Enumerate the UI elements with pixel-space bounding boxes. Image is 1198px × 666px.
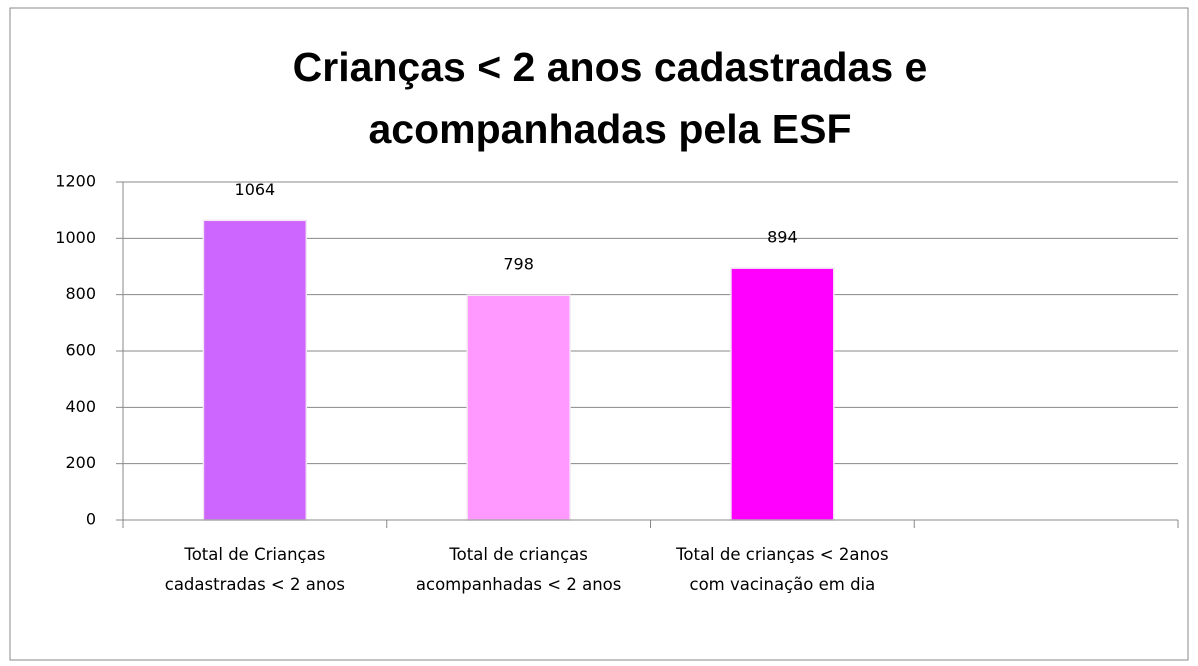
bar	[466, 294, 571, 521]
bar	[202, 219, 308, 521]
y-tick-label: 1200	[55, 172, 96, 191]
y-tick-label: 1000	[55, 228, 96, 247]
data-label: 894	[767, 228, 798, 247]
y-tick-label: 600	[65, 341, 96, 360]
y-tick-label: 800	[65, 284, 96, 303]
chart-border	[9, 7, 1189, 661]
y-tick-label: 0	[86, 510, 96, 529]
y-tick-label: 200	[65, 453, 96, 472]
bar	[730, 267, 835, 521]
x-tick-label: Total de Crianças cadastradas < 2 anos	[164, 545, 345, 594]
data-label: 1064	[235, 180, 276, 199]
x-tick-label: Total de crianças < 2anos com vacinação …	[676, 545, 889, 594]
data-label: 798	[503, 255, 534, 274]
x-tick-label: Total de crianças acompanhadas < 2 anos	[415, 545, 622, 594]
chart-title: Crianças < 2 anos cadastradas e acompanh…	[292, 44, 928, 152]
y-tick-label: 400	[65, 397, 96, 416]
